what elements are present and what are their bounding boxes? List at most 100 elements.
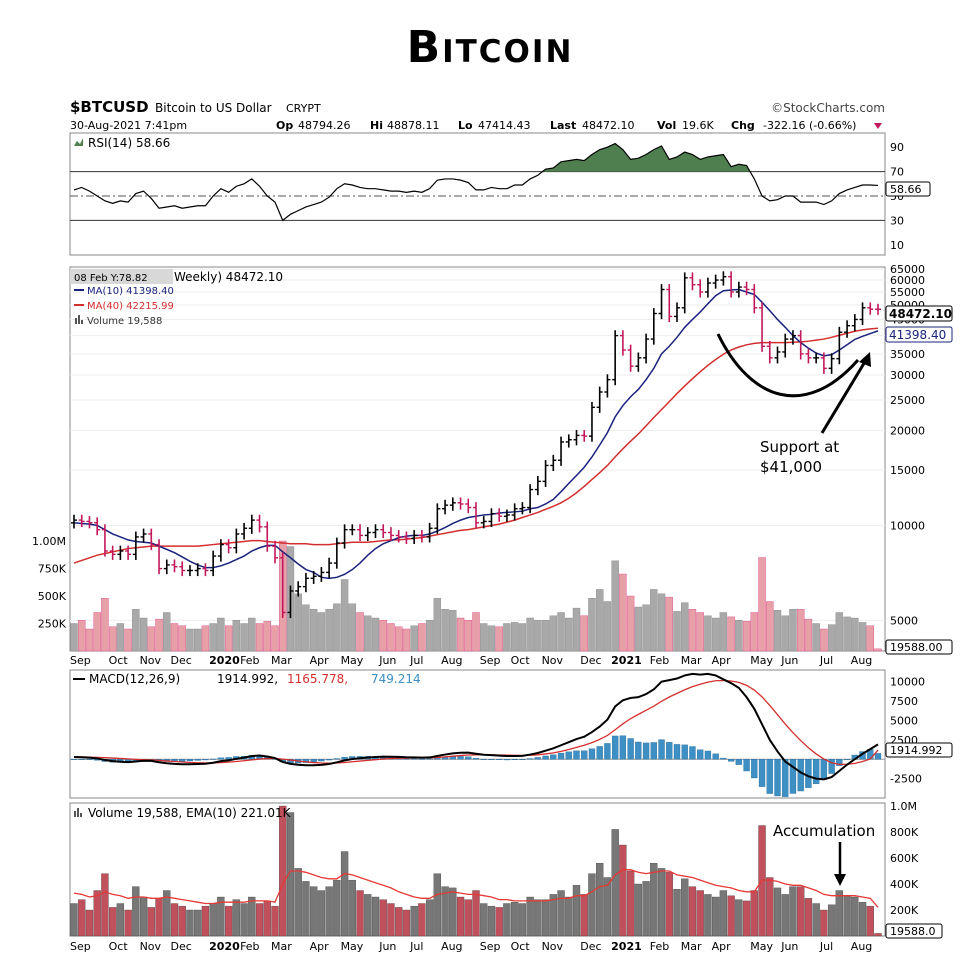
price-volume-bar [232, 620, 241, 652]
price-bar [403, 531, 410, 544]
price-volume-bar [773, 610, 782, 652]
price-volume-bar [240, 623, 248, 652]
price-volume-bar [611, 560, 619, 652]
volume-bar [441, 886, 449, 937]
volume-bar [827, 904, 836, 937]
price-bar [101, 524, 108, 557]
macd-histogram-bar [341, 756, 348, 760]
cup-curve [716, 333, 860, 398]
macd-histogram-bar [511, 759, 518, 760]
price-x-tick-label: Nov [542, 654, 564, 667]
price-bar [875, 303, 881, 315]
price-volume-bar [595, 589, 604, 652]
axis-labels: 9070503010650006000055000500004500040000… [32, 141, 925, 953]
price-volume-tick-label: 750K [38, 563, 67, 576]
price-volume-bar [727, 616, 735, 652]
volume-bar [271, 905, 279, 937]
price-volume-bar [827, 624, 836, 652]
volume-bar [619, 844, 627, 937]
price-bar [465, 498, 472, 514]
accumulation-annotation: Accumulation [773, 822, 875, 840]
macd-histogram-bar [210, 758, 217, 760]
volume-bar [201, 905, 210, 937]
price-bar [820, 352, 827, 374]
price-bar [279, 552, 286, 619]
price-bar [117, 545, 124, 560]
volume-bar [750, 890, 758, 937]
price-volume-bar [425, 620, 434, 652]
price-x-tick-label: Jul [819, 654, 833, 667]
volume-bar [348, 879, 356, 937]
price-bar [395, 530, 402, 543]
macd-histogram-bar [797, 759, 804, 792]
price-bar [202, 563, 209, 577]
rsi-value-tag: 58.66 [885, 181, 931, 197]
macd-histogram-bar [813, 759, 820, 785]
volume-bar [704, 894, 712, 937]
price-bar [674, 302, 680, 323]
macd-histogram-bar [70, 759, 78, 760]
macd-histogram-bar [689, 746, 696, 760]
volume-bar [170, 903, 179, 937]
price-volume-bar [132, 609, 140, 652]
price-x-tick-label: Feb [650, 654, 669, 667]
volume-x-tick-label: 2021 [611, 940, 642, 953]
macd-histogram-bar [86, 759, 93, 760]
price-bar [805, 348, 812, 364]
price-bar [681, 272, 688, 314]
macd-histogram-bar [217, 757, 225, 760]
macd-histogram-bar [588, 748, 596, 760]
volume-bar [194, 909, 202, 937]
price-bar [380, 524, 387, 539]
volume-bar [797, 886, 805, 937]
price-volume-bar [155, 618, 163, 652]
macd-histogram-bar [310, 759, 317, 763]
price-bar [318, 567, 325, 582]
volume-bar [456, 896, 465, 937]
price-bar [248, 514, 255, 534]
price-bar [186, 565, 193, 577]
price-volume-bar [333, 603, 341, 652]
price-bar [558, 436, 565, 466]
price-volume-bar [750, 612, 759, 652]
price-volume-bar [766, 601, 774, 652]
price-x-tick-label: Oct [511, 654, 531, 667]
price-bar [604, 374, 611, 398]
macd-tick-label: 5000 [890, 714, 918, 727]
price-tick-label: 60000 [890, 274, 925, 287]
macd-histogram-bar [418, 758, 426, 760]
macd-histogram-bar [411, 758, 418, 760]
macd-histogram-bar [426, 758, 433, 760]
price-bar [156, 539, 163, 575]
price-x-tick-label: Jun [780, 654, 798, 667]
volume-x-tick-label: Jul [819, 940, 833, 953]
price-volume-bar [866, 625, 874, 652]
price-volume-bar [371, 617, 380, 652]
ma10-value-tag-box [885, 326, 953, 343]
volume-bar [379, 899, 387, 937]
volume-x-tick-label: Aug [851, 940, 872, 953]
rsi-tick-label: 10 [890, 239, 904, 252]
volume-bar [596, 863, 604, 937]
volume-bar [155, 898, 163, 937]
price-bar [836, 326, 843, 365]
price-bar [643, 333, 650, 364]
price-volume-bar [163, 612, 171, 652]
volume-panel-value-tag: 19588.0 [885, 923, 943, 939]
price-bar [225, 539, 232, 554]
volume-bar [534, 899, 542, 937]
price-bar [326, 557, 333, 578]
volume-bar [495, 907, 503, 937]
exchange-label: CRYPT [286, 102, 321, 115]
volume-bar [433, 873, 441, 937]
macd-histogram-bar [488, 759, 495, 760]
macd-histogram-bar [782, 759, 789, 797]
down-arrow-icon [874, 123, 882, 129]
price-bar [426, 522, 433, 543]
volume-x-tick-label: Apr [712, 940, 732, 953]
volume-bar [93, 890, 101, 937]
price-bar [619, 330, 626, 356]
volume-panel-legend-icon [74, 808, 82, 817]
price-x-tick-label: Jul [409, 654, 423, 667]
price-volume-bar [503, 623, 511, 652]
